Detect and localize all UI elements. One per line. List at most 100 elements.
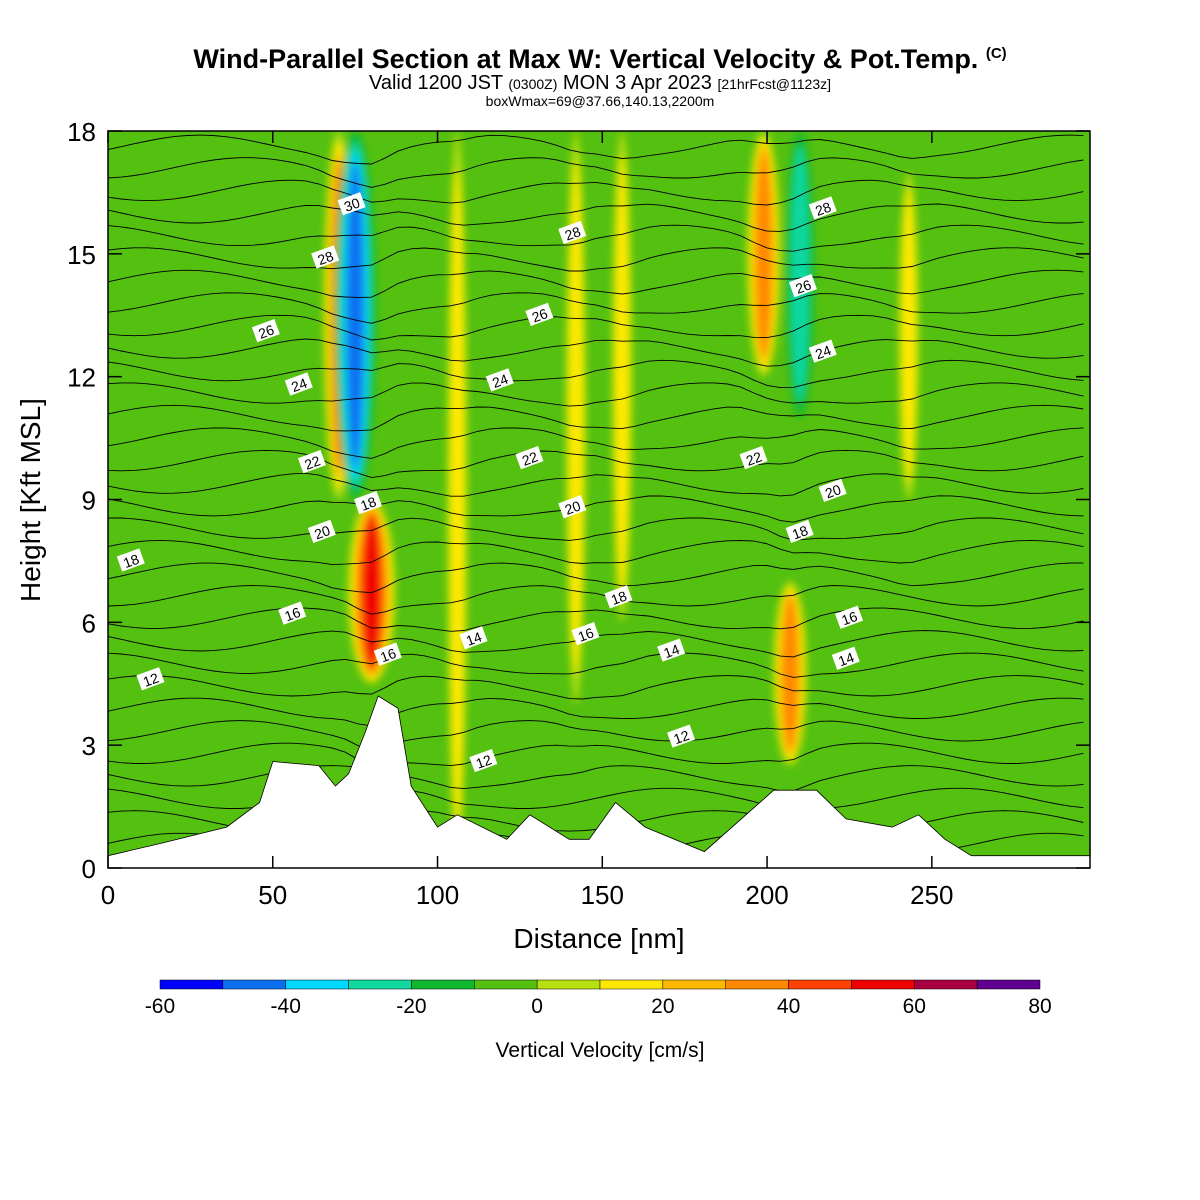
theta-label-bg	[297, 450, 326, 474]
updraft-2-level	[450, 167, 465, 832]
x-tick-label: 50	[258, 880, 287, 910]
theta-label-26: 26	[251, 319, 280, 343]
theta-label-18: 18	[785, 519, 814, 543]
colorbar-swatch	[976, 979, 1041, 990]
y-tick-label: 12	[67, 363, 96, 393]
theta-label-text: 24	[289, 375, 309, 395]
theta-label-bg	[311, 245, 340, 269]
theta-label-text: 26	[256, 321, 276, 341]
x-tick-label: 0	[101, 880, 115, 910]
theta-contour-line	[108, 675, 1084, 700]
theta-contour-line	[108, 720, 1084, 751]
theta-contour-line	[108, 562, 1084, 594]
theta-contour-line	[108, 134, 1084, 165]
theta-label-text: 16	[378, 645, 398, 665]
theta-contour-line	[108, 517, 1084, 541]
theta-label-text: 22	[520, 448, 540, 468]
theta-contour-line	[108, 292, 1084, 324]
theta-label-12: 12	[136, 667, 165, 691]
theta-label-22: 22	[297, 450, 326, 474]
x-tick-label: 250	[910, 880, 953, 910]
colorbar-swatch	[851, 979, 915, 990]
theta-label-bg	[785, 519, 814, 543]
theta-label-bg	[469, 748, 498, 773]
colorbar-tick-label: 0	[531, 995, 543, 1018]
theta-label-bg	[818, 478, 847, 502]
colorbar-swatch	[222, 979, 286, 990]
theta-label-text: 12	[141, 669, 161, 689]
theta-label-bg	[307, 519, 336, 543]
theta-contour-line	[108, 427, 1084, 459]
theta-label-24: 24	[808, 339, 837, 363]
copyright-mark: (C)	[985, 45, 1007, 62]
theta-label-bg	[571, 622, 600, 646]
theta-label-bg	[667, 724, 696, 748]
colorbar-swatch	[348, 979, 412, 990]
theta-label-text: 26	[530, 305, 550, 325]
colorbar-swatch	[474, 979, 538, 990]
colorbar-swatch	[285, 979, 349, 990]
theta-label-text: 16	[576, 624, 596, 644]
theta-label-text: 12	[474, 751, 494, 771]
colorbar-swatch	[536, 979, 601, 990]
terrain-profile	[107, 695, 1091, 869]
colorbar-tick-label: -60	[145, 995, 175, 1018]
theta-contour-line	[108, 269, 1084, 298]
colorbar-tick-label: -40	[271, 995, 301, 1018]
colorbar-swatch	[159, 979, 224, 990]
x-tick-label: 100	[416, 880, 459, 910]
theta-label-text: 30	[342, 194, 362, 214]
theta-label-text: 26	[793, 276, 813, 296]
y-tick-label: 3	[82, 731, 96, 761]
theta-label-24: 24	[284, 372, 313, 396]
theta-contour-line	[108, 585, 1084, 615]
theta-label-text: 16	[839, 608, 859, 628]
theta-label-26: 26	[525, 302, 554, 326]
theta-label-bg	[739, 446, 768, 470]
colorbar-tick-label: 60	[903, 995, 926, 1018]
theta-contour-line	[108, 472, 1084, 497]
theta-label-bg	[485, 368, 514, 392]
theta-label-16: 16	[373, 642, 402, 666]
theta-label-text: 28	[315, 248, 335, 268]
theta-contour-line	[108, 224, 1084, 252]
theta-label-bg	[788, 274, 817, 298]
contour-labels: 30 28 26 24 22 20 18 18 16 16 12 28 26 24 22 20 18 16 14 14…	[116, 192, 864, 773]
theta-label-bg	[831, 646, 860, 670]
theta-label-20: 20	[818, 478, 847, 502]
theta-label-bg	[116, 548, 145, 572]
y-tick-label: 18	[67, 117, 96, 147]
vertical-velocity-field	[108, 131, 1090, 868]
box-wmax-info: boxWmax=69@37.66,140.13,2200m	[485, 93, 715, 109]
valid-line-b: MON 3 Apr 2023	[557, 72, 718, 94]
theta-label-16: 16	[571, 622, 600, 646]
theta-label-text: 20	[823, 481, 843, 501]
theta-label-text: 18	[790, 522, 810, 542]
theta-contour-line	[108, 449, 1084, 479]
theta-label-bg	[558, 495, 587, 519]
updraft-1-level	[363, 517, 380, 667]
y-tick-label: 15	[67, 240, 96, 270]
theta-contour-line	[108, 157, 1084, 188]
valid-zulu: (0300Z)	[508, 76, 558, 92]
theta-label-text: 14	[836, 649, 856, 669]
terrain-mask	[107, 695, 1091, 869]
theta-label-text: 28	[563, 223, 583, 243]
theta-label-bg	[808, 339, 837, 363]
theta-label-bg	[337, 192, 366, 216]
theta-label-24: 24	[485, 368, 514, 392]
colorbar: -60 -40 -20 0 20 40 60 80	[145, 979, 1052, 1018]
theta-label-text: 18	[121, 551, 141, 571]
theta-label-bg	[515, 446, 544, 470]
colorbar-tick-label: -20	[396, 995, 426, 1018]
updraft-5-level	[756, 151, 772, 357]
theta-label-text: 14	[661, 641, 681, 661]
theta-label-bg	[459, 626, 488, 650]
y-tick-label: 9	[82, 486, 96, 516]
theta-label-28: 28	[558, 220, 587, 245]
y-tick-label: 0	[82, 854, 96, 884]
valid-line-a: Valid 1200 JST	[368, 72, 509, 94]
theta-label-14: 14	[831, 646, 860, 670]
colorbar-swatch	[662, 979, 726, 990]
theta-label-bg	[657, 638, 686, 662]
